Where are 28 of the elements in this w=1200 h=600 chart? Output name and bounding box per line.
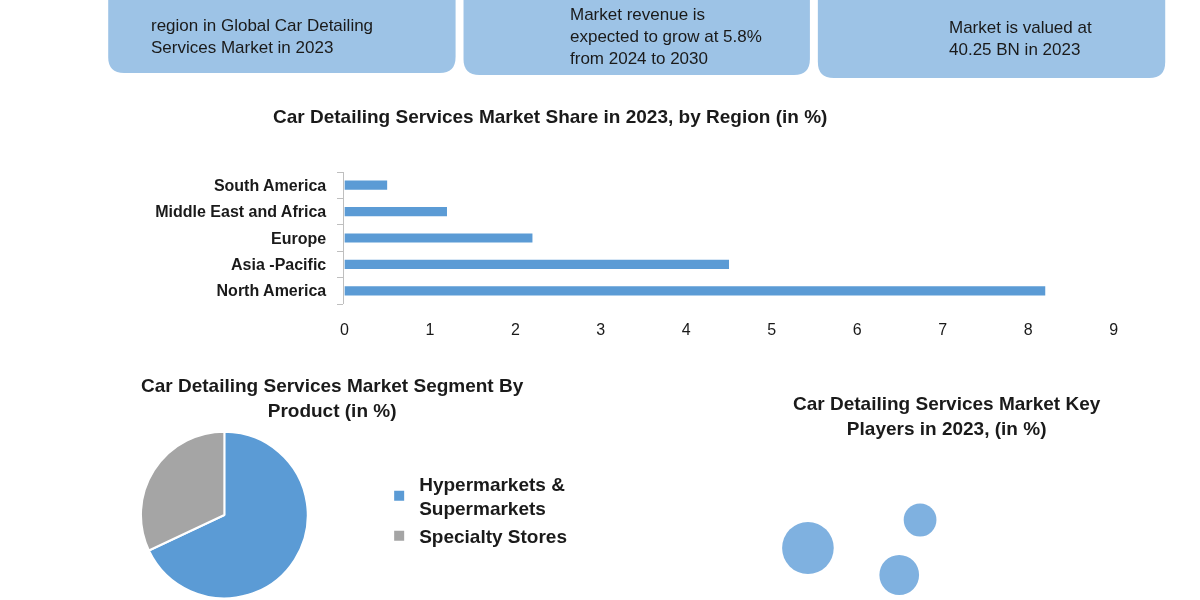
text: Market revenue is expected to grow at 5.8% from 2024 to 2030 [570, 5, 762, 69]
bar [344, 233, 533, 243]
legend-label: Hypermarkets & Supermarkets [419, 473, 566, 520]
x-tick-label: 4 [681, 321, 691, 338]
bar [344, 259, 730, 270]
x-tick-label: 3 [596, 321, 606, 338]
x-tick-label: 0 [339, 321, 349, 338]
text: Market is valued at 40.25 BN in 2023 [949, 18, 1092, 60]
bar [344, 180, 388, 190]
x-tick-label: 7 [938, 321, 948, 338]
x-tick-label: 9 [1109, 321, 1119, 338]
y-tick-label: Middle East and Africa [155, 203, 327, 221]
chart-title: Car Detailing Services Market Segment By Product (in %) [141, 375, 524, 421]
text: region in Global Car Detailing Services Market in 2023 [151, 16, 374, 58]
x-tick-label: 6 [852, 321, 862, 338]
y-tick-label: South America [213, 176, 327, 194]
bar [344, 286, 1046, 296]
bar [344, 206, 447, 217]
chart-title: Car Detailing Services Market Share in 2023, by Region (in %) [273, 106, 828, 127]
y-tick-label: Europe [271, 229, 327, 247]
y-tick-label: Asia -Pacific [231, 256, 327, 273]
y-tick-label: North America [216, 282, 327, 300]
x-tick-label: 5 [767, 321, 777, 338]
x-tick-label: 1 [425, 321, 435, 338]
x-tick-label: 2 [510, 321, 520, 338]
text: Car Detailing Services Market Key Players in 2023, (in %) [793, 393, 1101, 439]
x-tick-label: 8 [1023, 321, 1033, 338]
legend-label: Specialty Stores [419, 526, 568, 548]
